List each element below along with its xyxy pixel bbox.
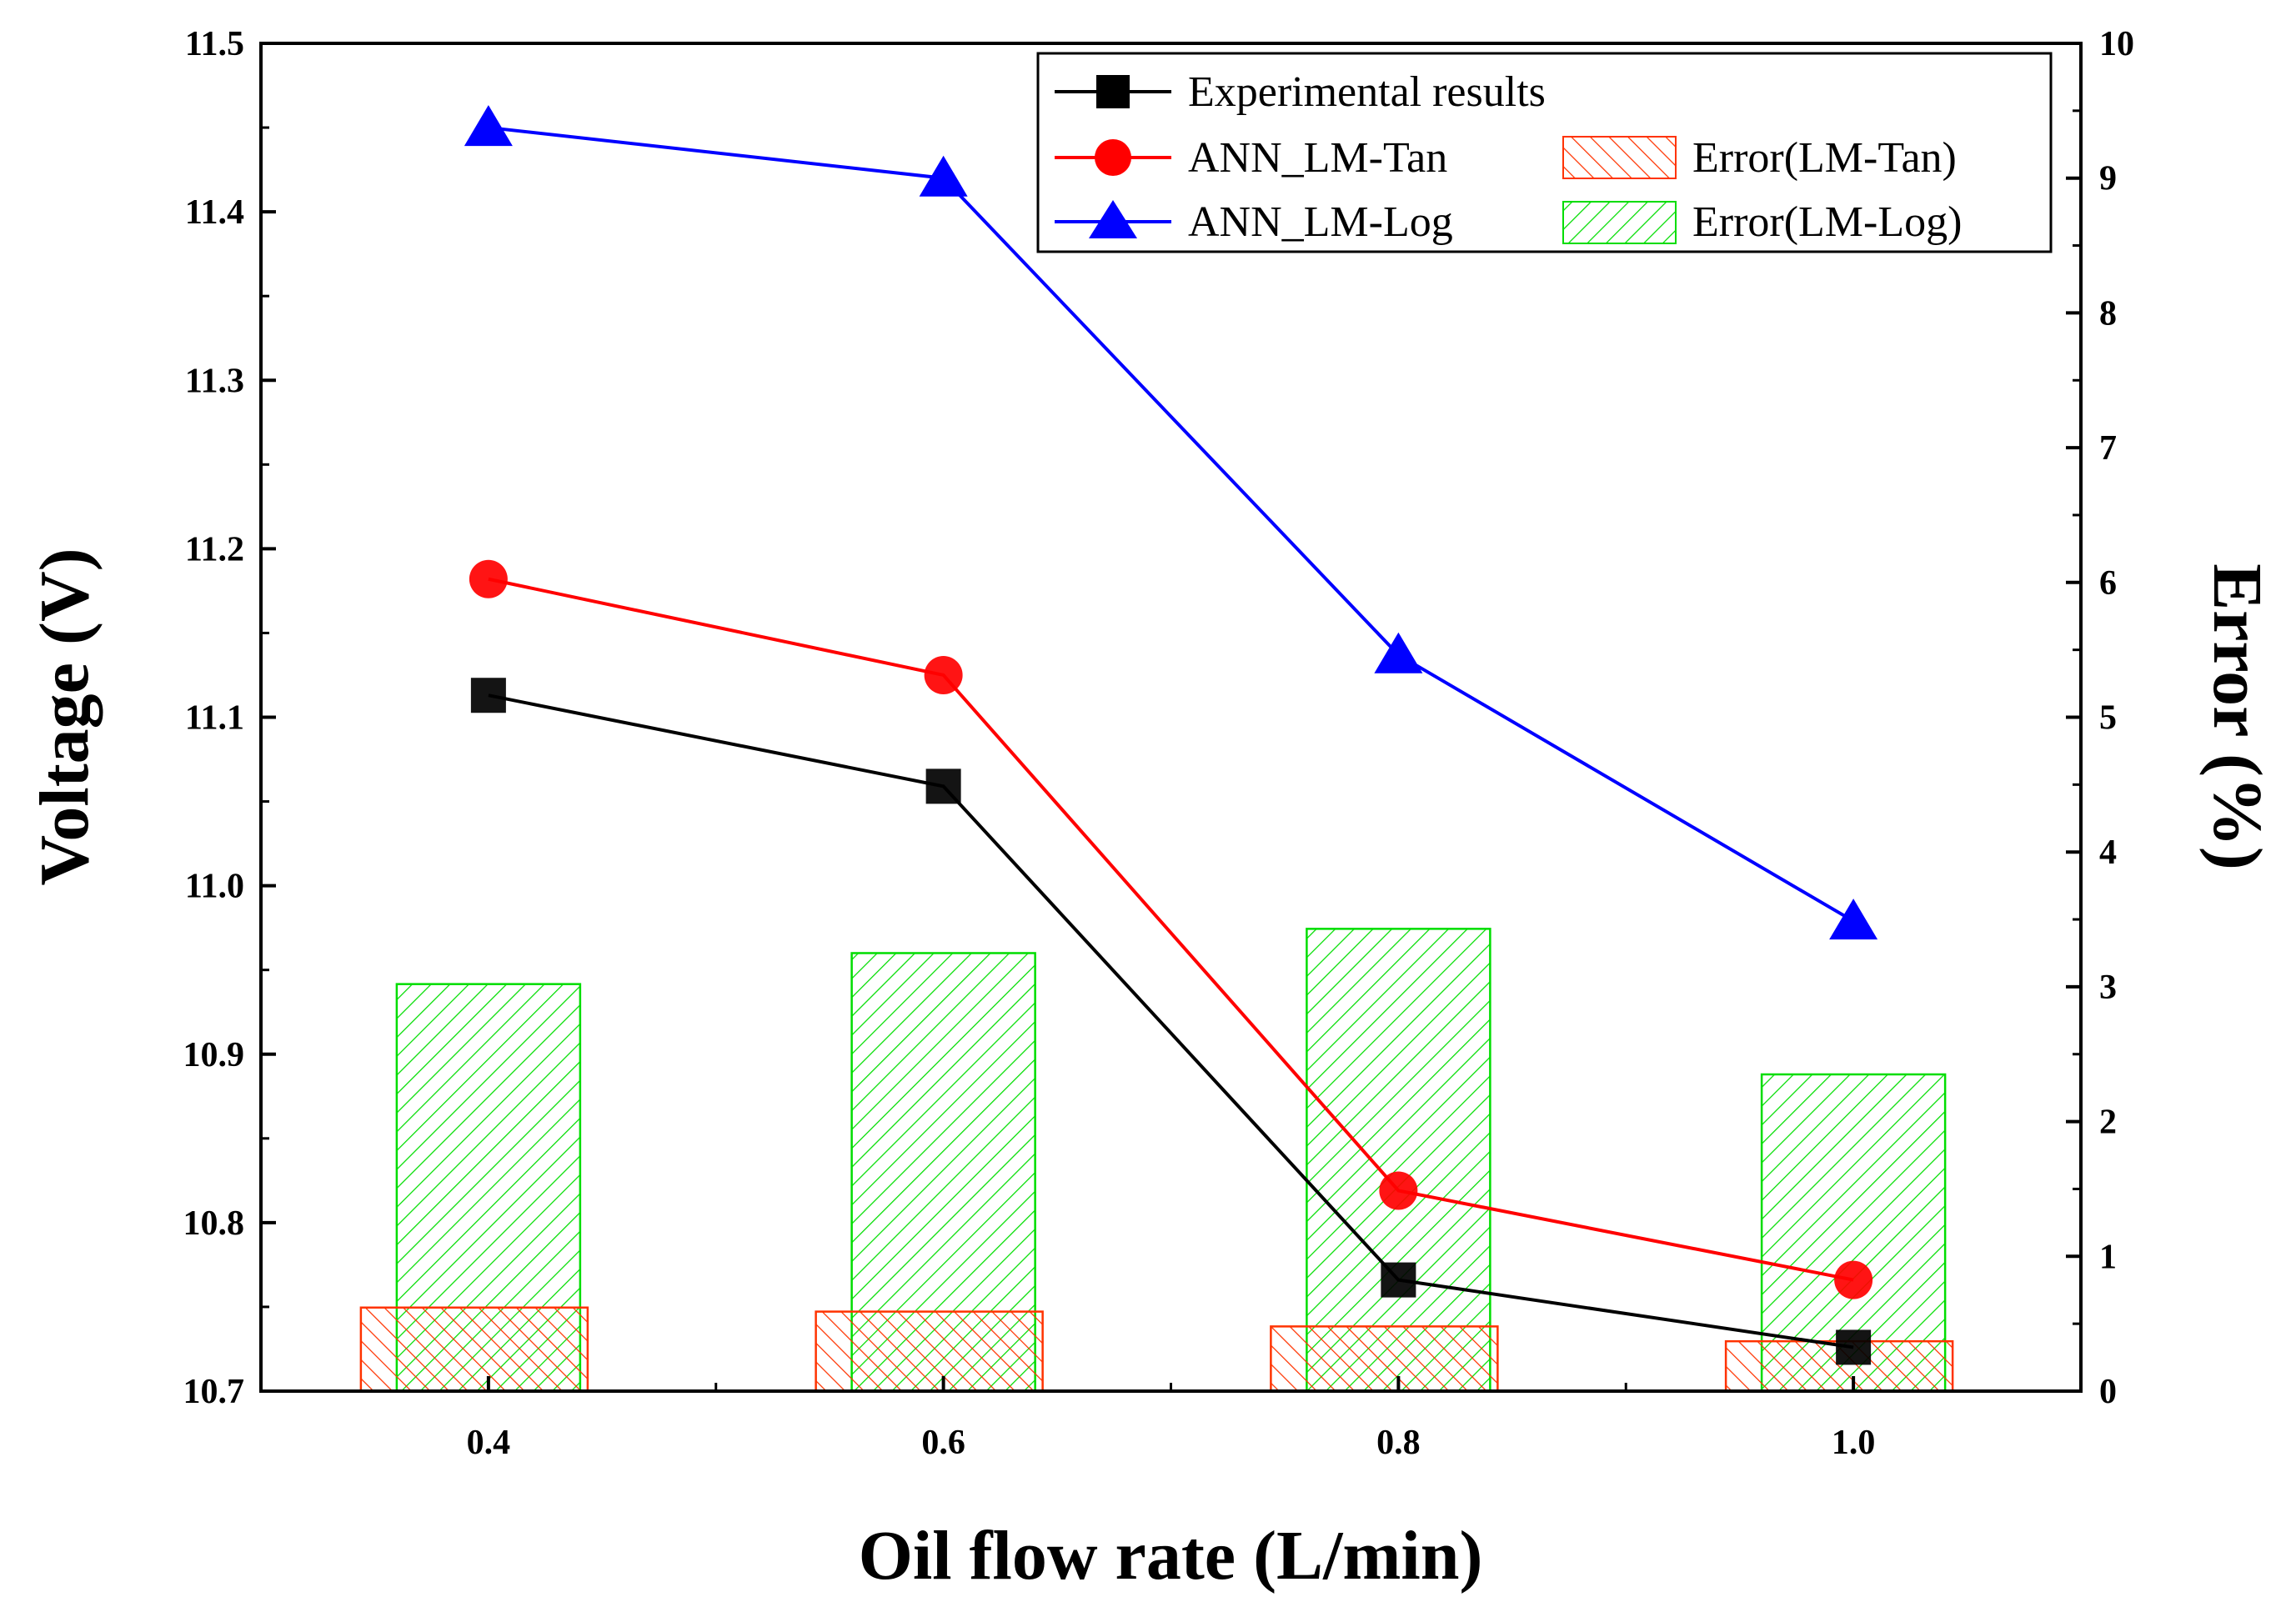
x-tick-label: 1.0	[1832, 1424, 1876, 1462]
legend-label-ann-lm-log: ANN_LM-Log	[1188, 198, 1453, 246]
x-axis-title: Oil flow rate (L/min)	[859, 1517, 1483, 1594]
marker-experimental-results-0.4	[470, 678, 506, 713]
y-right-tick-label: 6	[2099, 564, 2117, 603]
y-left-tick-label: 11.3	[185, 362, 244, 400]
bar-error-lm-log-0.8	[1306, 928, 1491, 1393]
y-right-tick-label: 0	[2099, 1373, 2117, 1411]
y-left-tick-label: 11.5	[185, 25, 244, 63]
marker-ann-lm-tan-0.4	[469, 559, 508, 598]
legend-label-error-lm-log: Error(LM-Log)	[1692, 198, 1962, 246]
voltage-lines	[488, 126, 1855, 1349]
legend-box	[1036, 52, 2053, 253]
y-left-tick-label: 11.0	[185, 868, 244, 906]
x-axis-ticks: 0.4 0.6 0.8 1.0	[467, 1376, 1876, 1462]
x-tick-label: 0.4	[467, 1424, 511, 1462]
legend-swatch-error-lm-tan	[1562, 136, 1677, 179]
y-right-tick-label: 3	[2099, 969, 2117, 1007]
y-right-axis-ticks: 0 1 2 3 4 5 6 7 8 9 10	[2066, 25, 2134, 1411]
error-bars	[359, 928, 1954, 1393]
marker-experimental-results-0.8	[1381, 1262, 1416, 1298]
bar-error-lm-tan-0.4	[359, 1306, 589, 1393]
line-ann-lm-log	[488, 126, 1855, 923]
y-right-tick-label: 10	[2099, 25, 2134, 63]
x-tick-label: 0.8	[1376, 1424, 1421, 1462]
x-tick-label: 0.6	[921, 1424, 965, 1462]
marker-ann-lm-tan-0.8	[1379, 1171, 1418, 1210]
marker-ann-lm-log-0.4	[464, 105, 513, 147]
y-right-axis-title: Error (%)	[2198, 563, 2276, 870]
bar-error-lm-tan-0.6	[815, 1310, 1044, 1393]
y-left-tick-label: 10.9	[183, 1036, 245, 1074]
y-left-tick-label: 10.8	[183, 1204, 245, 1243]
legend-label-error-lm-tan: Error(LM-Tan)	[1692, 134, 1957, 182]
marker-ann-lm-log-1.0	[1829, 899, 1878, 940]
legend-marker-experimental	[1096, 75, 1130, 108]
y-right-tick-label: 7	[2099, 429, 2117, 468]
y-right-tick-label: 4	[2099, 834, 2117, 872]
y-right-tick-label: 1	[2099, 1238, 2117, 1276]
voltage-markers	[464, 105, 1878, 1365]
y-left-tick-label: 11.1	[185, 699, 244, 738]
y-left-axis-ticks: 10.7 10.8 10.9 11.0 11.1 11.2 11.3 11.4 11.5	[183, 25, 276, 1411]
marker-ann-lm-tan-0.6	[924, 655, 963, 694]
y-right-tick-label: 5	[2099, 699, 2117, 738]
y-right-tick-label: 2	[2099, 1104, 2117, 1142]
legend-marker-ann-lm-tan	[1095, 139, 1131, 176]
y-right-tick-label: 8	[2099, 294, 2117, 333]
line-ann-lm-tan	[488, 577, 1854, 1282]
legend-label-ann-lm-tan: ANN_LM-Tan	[1188, 134, 1447, 182]
marker-experimental-results-0.6	[925, 768, 961, 804]
marker-ann-lm-log-0.6	[919, 155, 968, 197]
marker-ann-lm-log-0.8	[1374, 632, 1423, 673]
marker-ann-lm-tan-1.0	[1834, 1260, 1873, 1299]
y-left-axis-title: Voltage (V)	[26, 548, 103, 885]
bar-error-lm-tan-1.0	[1724, 1339, 1954, 1393]
marker-experimental-results-1.0	[1836, 1329, 1872, 1365]
legend: Experimental results ANN_LM-Tan ANN_LM-L…	[1036, 52, 2053, 253]
y-left-tick-label: 10.7	[183, 1373, 245, 1411]
y-left-tick-label: 11.4	[185, 193, 244, 232]
y-right-tick-label: 9	[2099, 160, 2117, 198]
legend-marker-ann-lm-log	[1089, 200, 1137, 238]
bar-error-lm-tan-0.8	[1270, 1325, 1499, 1393]
legend-swatch-error-lm-log	[1562, 201, 1677, 244]
y-left-tick-label: 11.2	[185, 530, 244, 568]
line-experimental-results	[488, 693, 1854, 1349]
legend-label-experimental: Experimental results	[1188, 68, 1546, 116]
